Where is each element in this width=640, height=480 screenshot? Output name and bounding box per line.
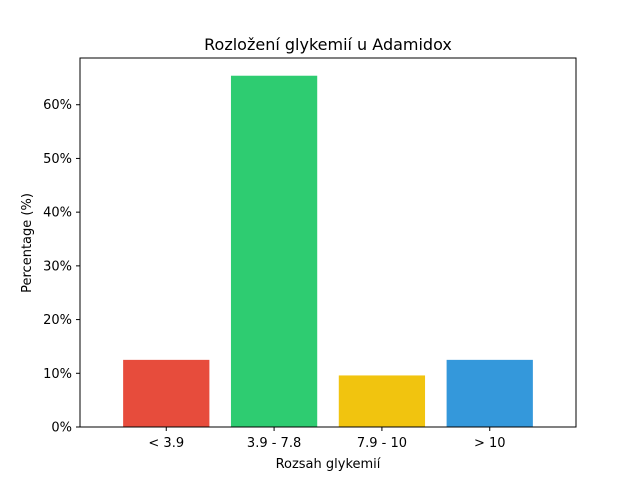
y-tick-label-3: 30% bbox=[43, 259, 72, 274]
x-axis-label: Rozsah glykemií bbox=[276, 457, 381, 472]
x-tick-label-0: < 3.9 bbox=[148, 436, 184, 451]
plot-frame bbox=[79, 57, 577, 428]
bar-1 bbox=[230, 75, 318, 428]
bar-0 bbox=[123, 359, 210, 427]
y-tick-label-0: 0% bbox=[51, 421, 72, 436]
bars-group bbox=[123, 75, 533, 428]
x-tick-label-1: 3.9 - 7.8 bbox=[247, 436, 301, 451]
y-tick-label-6: 60% bbox=[43, 98, 72, 113]
y-tick-label-5: 50% bbox=[43, 152, 72, 167]
chart-title: Rozložení glykemií u Adamidox bbox=[204, 35, 452, 54]
y-tick-label-1: 10% bbox=[43, 367, 72, 382]
y-tick-label-2: 20% bbox=[43, 313, 72, 328]
bar-2 bbox=[338, 375, 426, 427]
y-axis-label: Percentage (%) bbox=[20, 193, 35, 293]
x-axis: < 3.9 3.9 - 7.8 7.9 - 10 > 10 bbox=[148, 427, 506, 451]
y-axis: 0% 10% 20% 30% 40% 50% 60% bbox=[43, 98, 80, 436]
bar-3 bbox=[446, 359, 533, 427]
x-tick-label-3: > 10 bbox=[474, 436, 506, 451]
x-tick-label-2: 7.9 - 10 bbox=[357, 436, 407, 451]
y-tick-label-4: 40% bbox=[43, 206, 72, 221]
